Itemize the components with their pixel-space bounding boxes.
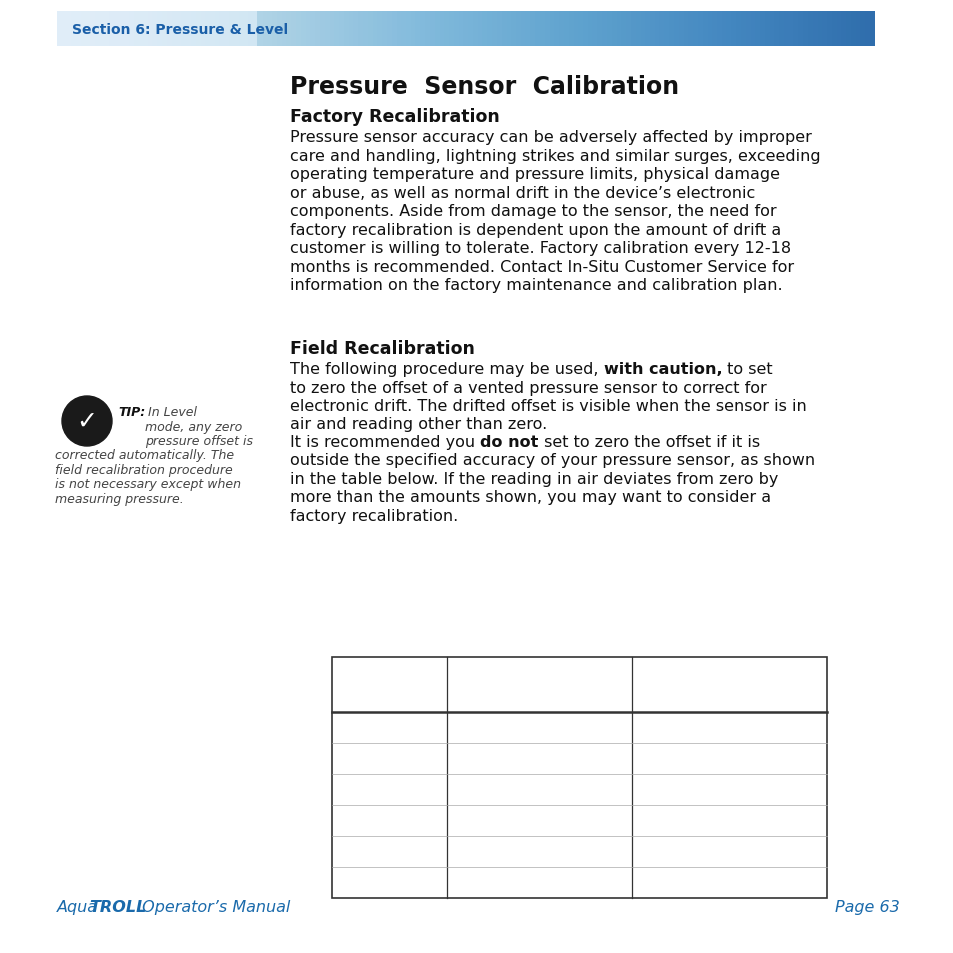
Text: more than the amounts shown, you may want to consider a: more than the amounts shown, you may wan…	[290, 490, 770, 505]
Text: ± 0.30 psi: ± 0.30 psi	[691, 844, 766, 859]
Text: ± 0.50 psi: ± 0.50 psi	[691, 875, 766, 890]
Text: Field Recalibration: Field Recalibration	[290, 339, 475, 357]
Text: ± 0.015 psi: ± 0.015 psi	[686, 751, 771, 766]
Text: ± 0.1% FS: ± 0.1% FS	[501, 844, 577, 859]
Text: ± 0.1% FS: ± 0.1% FS	[501, 813, 577, 828]
Text: to set: to set	[721, 361, 772, 376]
Text: mode, any zero: mode, any zero	[145, 420, 242, 433]
Text: field recalibration procedure: field recalibration procedure	[55, 463, 233, 476]
Text: measuring pressure.: measuring pressure.	[55, 493, 184, 505]
Bar	[332, 658, 826, 898]
Text: The following procedure may be used,: The following procedure may be used,	[290, 361, 603, 376]
Text: Sensor
range: Sensor range	[364, 666, 415, 700]
Text: do not: do not	[479, 435, 538, 450]
Text: factory recalibration.: factory recalibration.	[290, 509, 457, 523]
Text: It is recommended you: It is recommended you	[290, 435, 479, 450]
Text: pressure offset is: pressure offset is	[145, 435, 253, 448]
Text: set to zero the offset if it is: set to zero the offset if it is	[538, 435, 759, 450]
Text: operating temperature and pressure limits, physical damage: operating temperature and pressure limit…	[290, 167, 780, 182]
Text: care and handling, lightning strikes and similar surges, exceeding: care and handling, lightning strikes and…	[290, 149, 820, 163]
Text: Pressure  Sensor  Calibration: Pressure Sensor Calibration	[290, 75, 679, 99]
Text: 500 psi: 500 psi	[362, 875, 416, 890]
Text: 15 psi: 15 psi	[367, 751, 411, 766]
Text: Aqua: Aqua	[57, 900, 103, 915]
Text: is not necessary except when: is not necessary except when	[55, 478, 241, 491]
Text: 5 psi: 5 psi	[372, 720, 407, 735]
Text: Operator’s Manual: Operator’s Manual	[137, 900, 290, 915]
Text: factory recalibration is dependent upon the amount of drift a: factory recalibration is dependent upon …	[290, 222, 781, 237]
Text: Accuracy
(0°C to +50°C): Accuracy (0°C to +50°C)	[484, 666, 594, 700]
Text: ± 0.005 psi: ± 0.005 psi	[686, 720, 771, 735]
Text: or abuse, as well as normal drift in the device’s electronic: or abuse, as well as normal drift in the…	[290, 185, 755, 200]
Circle shape	[62, 396, 112, 447]
Text: Acceptable Offset
from zero: Acceptable Offset from zero	[663, 666, 794, 700]
Text: 100 psi: 100 psi	[362, 813, 416, 828]
Text: ± 0.1% FS: ± 0.1% FS	[501, 720, 577, 735]
Text: ± 0.1% FS: ± 0.1% FS	[501, 782, 577, 797]
Text: outside the specified accuracy of your pressure sensor, as shown: outside the specified accuracy of your p…	[290, 453, 814, 468]
Text: TROLL: TROLL	[89, 900, 146, 915]
Text: In Level: In Level	[144, 406, 196, 418]
Text: Section 6: Pressure & Level: Section 6: Pressure & Level	[71, 23, 288, 36]
Text: TIP:: TIP:	[118, 406, 145, 418]
Text: to zero the offset of a vented pressure sensor to correct for: to zero the offset of a vented pressure …	[290, 380, 766, 395]
Text: customer is willing to tolerate. Factory calibration every 12-18: customer is willing to tolerate. Factory…	[290, 241, 790, 255]
Text: ✓: ✓	[76, 410, 97, 434]
Text: corrected automatically. The: corrected automatically. The	[55, 449, 233, 462]
Text: ± 0.1% FS: ± 0.1% FS	[501, 751, 577, 766]
Text: with caution,: with caution,	[603, 361, 721, 376]
Bar	[57, 12, 256, 47]
Text: information on the factory maintenance and calibration plan.: information on the factory maintenance a…	[290, 277, 781, 293]
Text: electronic drift. The drifted offset is visible when the sensor is in: electronic drift. The drifted offset is …	[290, 398, 806, 414]
Text: Page 63: Page 63	[835, 900, 899, 915]
Text: months is recommended. Contact In-Situ Customer Service for: months is recommended. Contact In-Situ C…	[290, 259, 793, 274]
Text: ± 0.1% FS: ± 0.1% FS	[501, 875, 577, 890]
Text: air and reading other than zero.: air and reading other than zero.	[290, 417, 547, 432]
Text: 300 psi: 300 psi	[362, 844, 416, 859]
Text: Pressure sensor accuracy can be adversely affected by improper: Pressure sensor accuracy can be adversel…	[290, 130, 811, 145]
Text: Factory Recalibration: Factory Recalibration	[290, 108, 499, 126]
Text: ± 0.10 psi: ± 0.10 psi	[691, 813, 766, 828]
Text: components. Aside from damage to the sensor, the need for: components. Aside from damage to the sen…	[290, 204, 776, 219]
Text: 30 psi: 30 psi	[367, 782, 411, 797]
Text: ± 0.03 psi: ± 0.03 psi	[691, 782, 766, 797]
Text: in the table below. If the reading in air deviates from zero by: in the table below. If the reading in ai…	[290, 472, 778, 486]
